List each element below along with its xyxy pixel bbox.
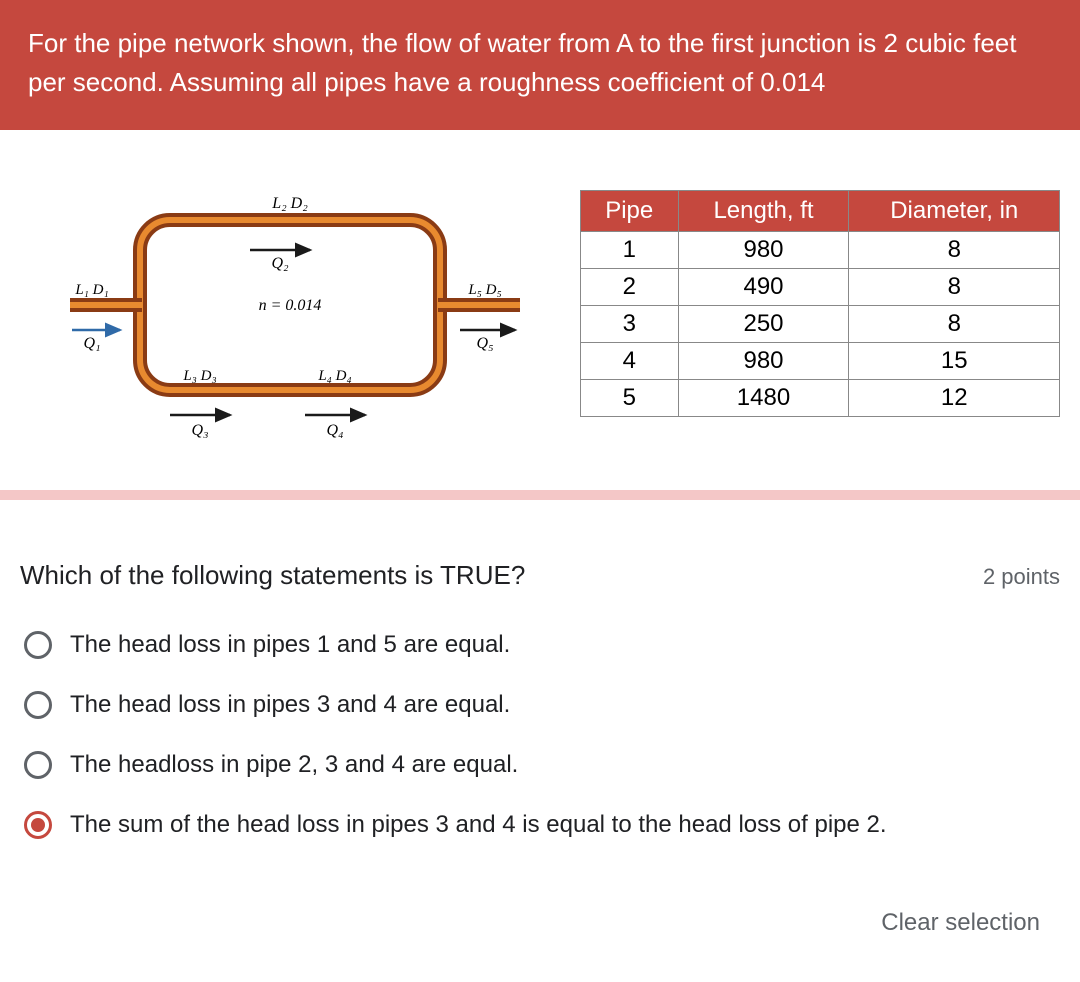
col-pipe: Pipe: [581, 191, 679, 232]
options-list: The head loss in pipes 1 and 5 are equal…: [20, 631, 1060, 839]
table-cell: 15: [849, 343, 1060, 380]
radio-icon[interactable]: [24, 631, 52, 659]
table-cell: 980: [678, 343, 849, 380]
label-q5: Q₅: [476, 335, 493, 352]
question-block: Which of the following statements is TRU…: [0, 500, 1080, 869]
table-cell: 12: [849, 380, 1060, 417]
question-points: 2 points: [983, 564, 1060, 590]
label-l5d5: L₅ D₅: [467, 282, 501, 298]
label-q4: Q₄: [326, 422, 343, 439]
pipe-table-body: 1980824908325084980155148012: [581, 232, 1060, 417]
table-cell: 980: [678, 232, 849, 269]
header-text: For the pipe network shown, the flow of …: [28, 28, 1016, 97]
table-cell: 1: [581, 232, 679, 269]
option-label: The sum of the head loss in pipes 3 and …: [70, 811, 887, 839]
table-row: 24908: [581, 269, 1060, 306]
col-length: Length, ft: [678, 191, 849, 232]
table-cell: 8: [849, 269, 1060, 306]
label-n: n = 0.014: [259, 297, 322, 314]
table-row: 19808: [581, 232, 1060, 269]
option-label: The head loss in pipes 3 and 4 are equal…: [70, 691, 510, 719]
radio-icon[interactable]: [24, 691, 52, 719]
label-l1d1: L₁ D₁: [74, 282, 108, 298]
table-cell: 4: [581, 343, 679, 380]
table-cell: 8: [849, 232, 1060, 269]
option-3[interactable]: The sum of the head loss in pipes 3 and …: [24, 811, 1060, 839]
option-2[interactable]: The headloss in pipe 2, 3 and 4 are equa…: [24, 751, 1060, 779]
label-l2d2: L₂ D₂: [271, 195, 308, 212]
table-row: 32508: [581, 306, 1060, 343]
section-divider: [0, 490, 1080, 500]
option-label: The headloss in pipe 2, 3 and 4 are equa…: [70, 751, 518, 779]
option-1[interactable]: The head loss in pipes 3 and 4 are equal…: [24, 691, 1060, 719]
question-header: For the pipe network shown, the flow of …: [0, 0, 1080, 130]
col-diameter: Diameter, in: [849, 191, 1060, 232]
pipe-table: Pipe Length, ft Diameter, in 19808249083…: [580, 190, 1060, 417]
table-cell: 3: [581, 306, 679, 343]
table-cell: 490: [678, 269, 849, 306]
option-0[interactable]: The head loss in pipes 1 and 5 are equal…: [24, 631, 1060, 659]
clear-selection-button[interactable]: Clear selection: [881, 909, 1040, 937]
label-q3: Q₃: [191, 422, 208, 439]
label-l3d3: L₃ D₃: [182, 368, 216, 384]
label-q1: Q₁: [83, 335, 100, 352]
label-l4d4: L₄ D₄: [317, 368, 351, 384]
table-row: 5148012: [581, 380, 1060, 417]
content-row: L₂ D₂ Q₂ n = 0.014 L₁ D₁ Q₁ L₅ D₅ Q₅ L₃ …: [0, 130, 1080, 490]
table-cell: 1480: [678, 380, 849, 417]
table-row: 498015: [581, 343, 1060, 380]
table-cell: 250: [678, 306, 849, 343]
question-prompt: Which of the following statements is TRU…: [20, 560, 525, 591]
pipe-diagram: L₂ D₂ Q₂ n = 0.014 L₁ D₁ Q₁ L₅ D₅ Q₅ L₃ …: [20, 190, 540, 450]
radio-icon[interactable]: [24, 811, 52, 839]
option-label: The head loss in pipes 1 and 5 are equal…: [70, 631, 510, 659]
table-cell: 5: [581, 380, 679, 417]
radio-icon[interactable]: [24, 751, 52, 779]
table-cell: 2: [581, 269, 679, 306]
table-cell: 8: [849, 306, 1060, 343]
label-q2: Q₂: [271, 255, 289, 272]
